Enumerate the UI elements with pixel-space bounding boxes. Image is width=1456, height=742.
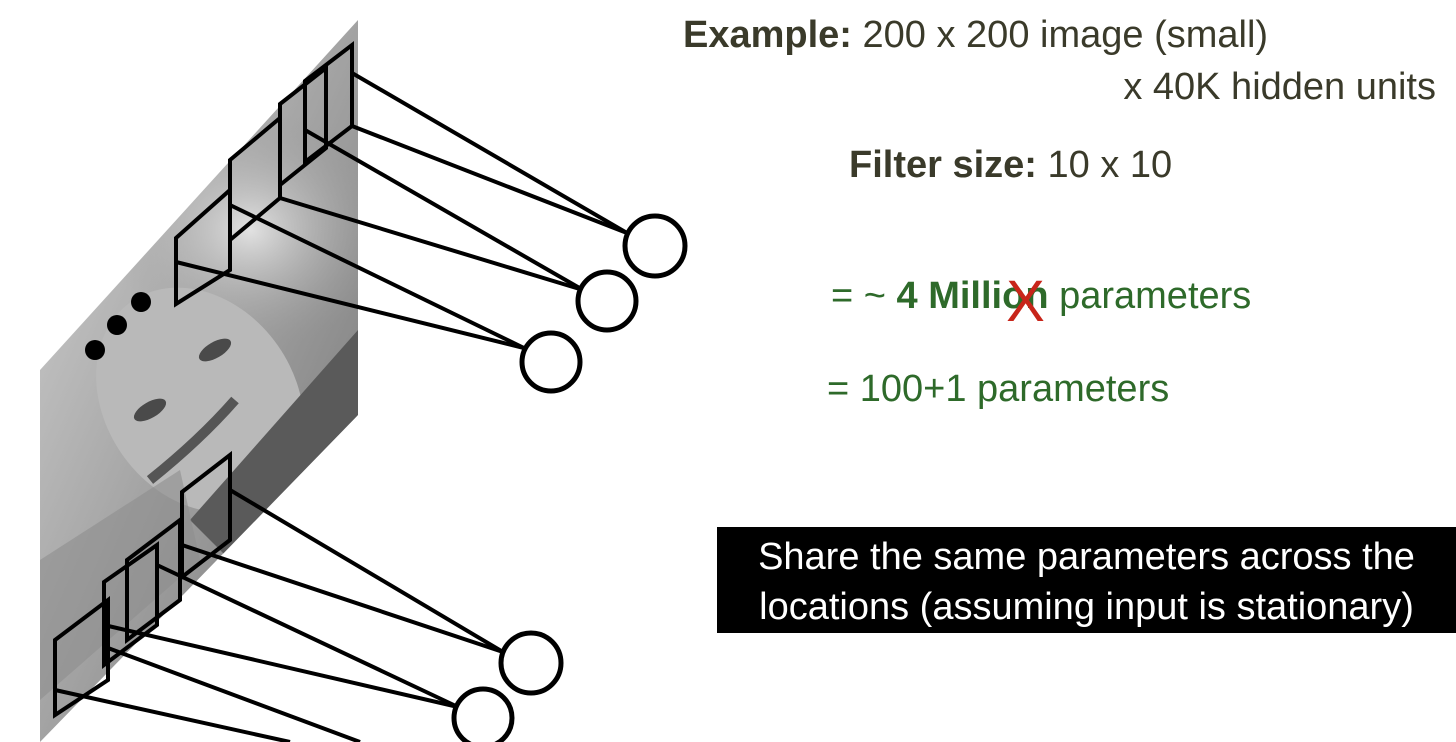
receptive-field-box (102, 541, 159, 670)
million-prefix: = ~ (831, 275, 886, 317)
hidden-unit-circle (575, 269, 639, 333)
lower-hidden-units (451, 630, 564, 742)
million-suffix: parameters (1059, 275, 1252, 317)
filter-size-line: Filter size: 10 x 10 (849, 146, 1172, 184)
hidden-units-line: x 40K hidden units (1123, 66, 1436, 108)
filter-size-value: 10 x 10 (1047, 144, 1173, 186)
million-struck-letter: o (1002, 275, 1026, 317)
example-line: Example: 200 x 200 image (small) (683, 16, 1268, 54)
ellipsis-dots (85, 292, 151, 360)
upper-hidden-units (519, 213, 688, 394)
example-image-size: 200 x 200 image (small) (862, 14, 1269, 56)
receptive-field-box (174, 185, 232, 308)
filter-size-label: Filter size: (849, 144, 1037, 186)
callout-line-2: locations (assuming input is stationary) (759, 586, 1414, 628)
shared-parameters-line: = 100+1 parameters (827, 368, 1170, 410)
million-amount-after: n (1025, 275, 1049, 317)
input-image-plane (40, 20, 358, 742)
hidden-unit-circle (519, 330, 583, 394)
example-label: Example: (683, 14, 852, 56)
weight-sharing-callout: Share the same parameters across the loc… (717, 527, 1456, 633)
million-amount-before: 4 Milli (896, 275, 1003, 317)
lower-connections (54, 488, 505, 742)
callout-line-1: Share the same parameters across the (758, 536, 1415, 578)
upper-connections (175, 71, 629, 350)
convolution-diagram (40, 20, 688, 742)
receptive-field-box (125, 515, 182, 645)
hidden-unit-circle (622, 213, 688, 279)
hidden-unit-circle (498, 630, 564, 696)
hidden-unit-circle (451, 686, 515, 742)
cross-out-mark: X (1006, 269, 1045, 334)
